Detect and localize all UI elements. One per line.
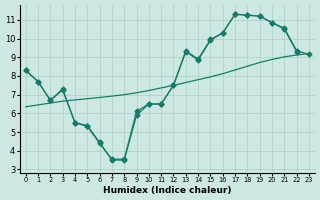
X-axis label: Humidex (Indice chaleur): Humidex (Indice chaleur) bbox=[103, 186, 232, 195]
